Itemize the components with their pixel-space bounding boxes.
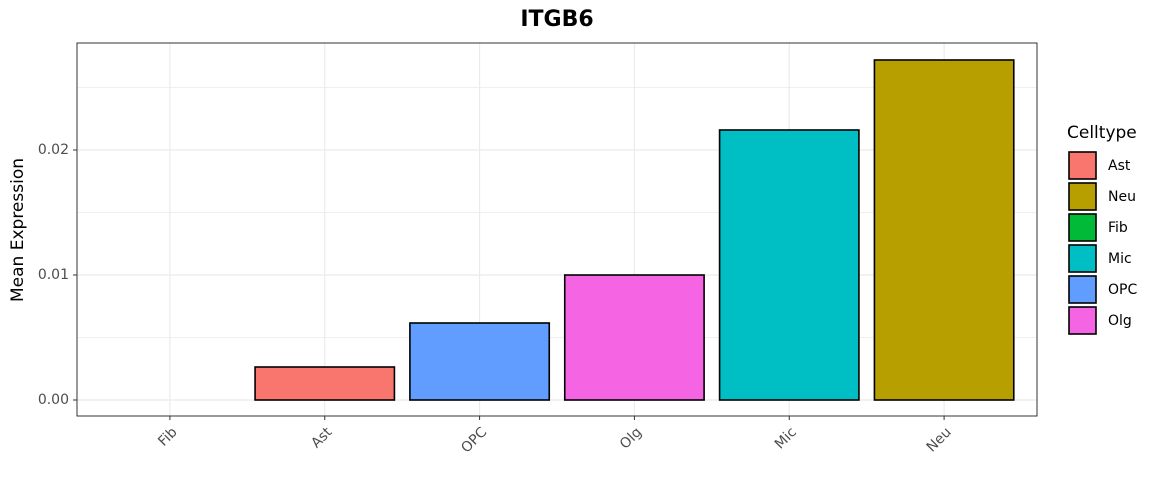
legend-title: Celltype <box>1067 123 1137 143</box>
y-tick-label: 0.01 <box>38 267 69 283</box>
legend-label: Ast <box>1108 158 1131 174</box>
y-axis-label: Mean Expression <box>8 158 28 302</box>
bar <box>563 274 705 401</box>
legend-label: Olg <box>1108 313 1132 329</box>
legend-key <box>1068 306 1097 335</box>
legend-key <box>1068 182 1097 211</box>
legend-label: Mic <box>1108 251 1132 267</box>
bar <box>718 129 860 401</box>
legend-label: OPC <box>1108 282 1137 298</box>
legend-key <box>1068 213 1097 242</box>
bar <box>254 366 396 401</box>
bar <box>873 59 1015 401</box>
legend-label: Fib <box>1108 220 1128 236</box>
y-tick-label: 0.00 <box>38 392 69 408</box>
plot-border <box>76 42 1038 417</box>
legend-key <box>1068 275 1097 304</box>
bar <box>409 322 551 401</box>
y-tick-label: 0.02 <box>38 142 69 158</box>
legend-key <box>1068 244 1097 273</box>
legend-key <box>1068 151 1097 180</box>
legend-label: Neu <box>1108 189 1136 205</box>
chart-title: ITGB6 <box>520 7 593 32</box>
